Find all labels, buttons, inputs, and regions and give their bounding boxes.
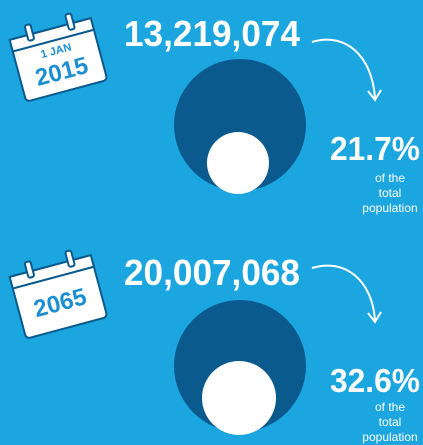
percent: 32.6% <box>330 362 420 399</box>
count: 20,007,068 <box>124 252 300 293</box>
calendar-icon: 2065 <box>8 249 108 339</box>
calendar-ring <box>23 23 35 42</box>
calendar-ring <box>64 249 76 268</box>
total-circle <box>174 59 306 191</box>
arrow-head <box>367 89 382 102</box>
calendar-icon: 1 JAN 2015 <box>8 12 108 102</box>
caption: population <box>362 430 417 444</box>
caption: population <box>362 201 417 215</box>
arrow-head <box>367 311 382 324</box>
arrow <box>311 38 376 99</box>
share-circle <box>207 132 269 194</box>
share-circle <box>202 361 276 435</box>
panel: 1 JAN 2015 13,219,074 21.7% of the total… <box>8 12 420 215</box>
percent: 21.7% <box>330 130 420 167</box>
calendar-ring <box>23 260 35 279</box>
count: 13,219,074 <box>124 13 300 54</box>
caption: of the <box>375 171 405 185</box>
caption: of the <box>375 400 405 414</box>
calendar-ring <box>64 12 76 31</box>
caption: total <box>379 415 402 429</box>
panel: 2065 20,007,068 32.6% of the total popul… <box>8 249 420 444</box>
arrow <box>311 264 376 321</box>
caption: total <box>379 186 402 200</box>
